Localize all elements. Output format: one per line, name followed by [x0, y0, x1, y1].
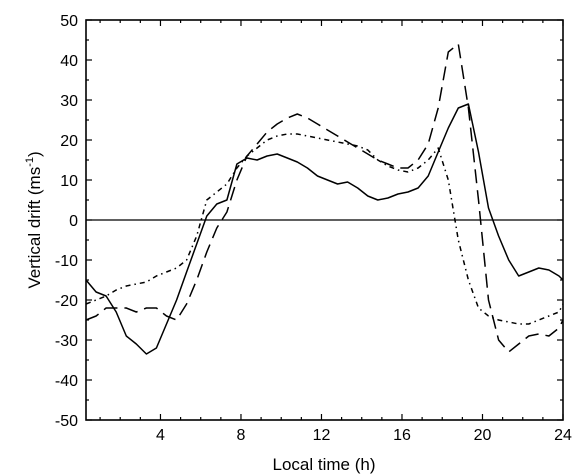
y-tick-label: -50: [55, 413, 78, 430]
y-tick-label: 10: [60, 173, 78, 190]
x-tick-label: 20: [474, 427, 492, 444]
y-axis-title-close: ): [25, 151, 44, 157]
x-axis-title: Local time (h): [273, 455, 376, 474]
x-tick-label: 24: [554, 427, 572, 444]
y-tick-label: 20: [60, 133, 78, 150]
x-tick-label: 8: [237, 427, 246, 444]
series-line-dash-dot: [85, 133, 564, 325]
y-tick-label: 0: [69, 213, 78, 230]
series-layer: [85, 43, 564, 355]
y-tick-label: -40: [55, 373, 78, 390]
y-axis-title: Vertical drift (ms-1): [24, 151, 44, 288]
y-tick-label: 30: [60, 93, 78, 110]
y-tick-label: -20: [55, 293, 78, 310]
tick-labels: 4 8 12 16 20 24 -50 -40 -30 -20 -10 0 10 20 30 40 50: [55, 13, 572, 444]
y-tick-label: -10: [55, 253, 78, 270]
y-axis-title-main: Vertical drift (ms: [25, 167, 44, 289]
x-tick-label: 4: [156, 427, 165, 444]
x-tick-label: 16: [393, 427, 411, 444]
y-tick-label: 50: [60, 13, 78, 30]
plot-area: [85, 19, 564, 421]
y-axis-title-unit-superscript: -1: [24, 157, 36, 167]
series-line-dashed: [85, 43, 564, 353]
series-line-solid: [85, 103, 564, 355]
x-tick-label: 12: [313, 427, 331, 444]
y-tick-label: 40: [60, 53, 78, 70]
y-tick-label: -30: [55, 333, 78, 350]
axis-ticks: [86, 19, 564, 421]
